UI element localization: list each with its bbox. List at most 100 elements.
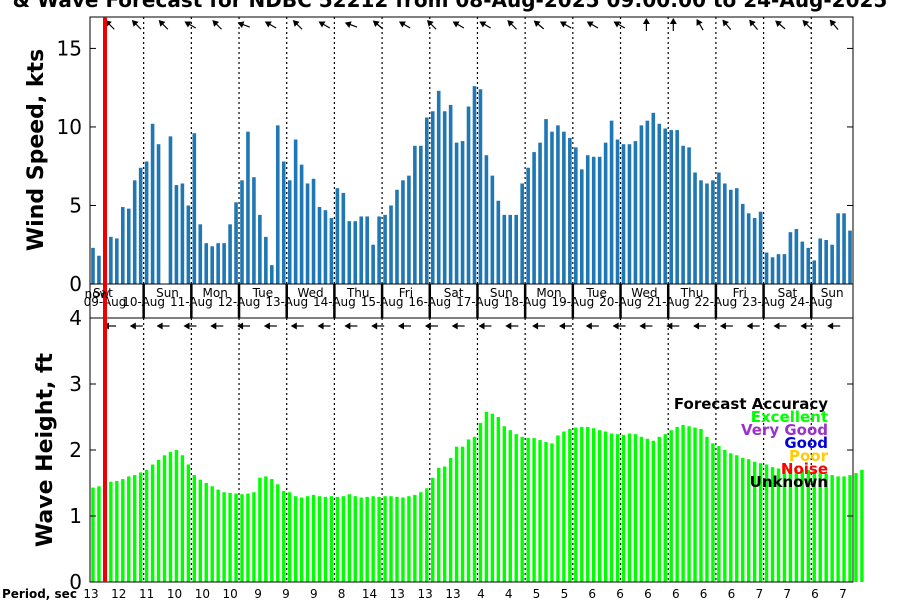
- wind-bar: [442, 111, 447, 285]
- wind-bar: [770, 257, 775, 284]
- direction-arrow-icon: [426, 20, 437, 30]
- wind-bar: [514, 214, 519, 284]
- wind-bar: [597, 156, 602, 284]
- wave-bar: [335, 496, 340, 582]
- wave-bar: [460, 446, 465, 582]
- wind-bar: [383, 214, 387, 284]
- day-date-label: 22-Aug: [695, 295, 738, 309]
- day-name-label: Sun: [490, 286, 513, 300]
- wave-bar: [311, 494, 316, 582]
- period-value: 4: [477, 587, 485, 600]
- wave-bar: [240, 494, 244, 582]
- wave-bar: [669, 430, 673, 582]
- wave-bar: [723, 450, 727, 582]
- direction-arrow-icon: [292, 20, 303, 30]
- wave-bar: [150, 464, 155, 582]
- day-date-label: 12-Aug: [218, 295, 261, 309]
- y-tick-label: 10: [57, 115, 82, 139]
- wave-y-ticks: 0 1 2 3 4: [69, 306, 853, 594]
- wave-bar: [305, 496, 310, 582]
- period-row: Period, sec 13 12 11 10 10 10 9 9 9 8 14 13 13 13 4 4 5 5…: [2, 587, 847, 600]
- wind-bar: [240, 180, 244, 284]
- wave-bar: [168, 451, 173, 582]
- legend-item: Good: [784, 434, 828, 452]
- wind-bar: [609, 120, 614, 284]
- period-value: 6: [672, 587, 680, 600]
- wind-bar: [430, 111, 435, 285]
- direction-arrow-icon: [719, 322, 733, 330]
- wind-bar: [788, 232, 793, 284]
- wave-bar: [270, 479, 274, 582]
- wind-bar: [621, 144, 626, 284]
- wind-bar: [359, 216, 364, 284]
- wave-bar: [526, 438, 530, 582]
- direction-arrow-icon: [669, 18, 677, 31]
- wave-bar: [514, 434, 518, 582]
- wind-bar: [389, 205, 393, 284]
- wind-bar: [538, 142, 542, 284]
- wave-bar: [138, 472, 143, 582]
- wave-bar: [860, 469, 864, 582]
- wind-bar: [424, 117, 429, 285]
- period-value: 5: [533, 587, 541, 600]
- wave-bar: [502, 426, 506, 582]
- wind-bar: [180, 183, 185, 284]
- wave-bar: [234, 493, 238, 582]
- direction-arrow-icon: [237, 21, 250, 28]
- wind-bar: [168, 136, 173, 284]
- period-value: 6: [811, 587, 819, 600]
- wind-bar: [681, 145, 685, 284]
- wave-bar: [383, 496, 387, 582]
- direction-arrow-icon: [829, 19, 839, 30]
- period-value: 9: [254, 587, 262, 600]
- wave-bar: [764, 464, 769, 582]
- wave-bar: [854, 473, 858, 582]
- wind-bar: [496, 200, 501, 284]
- wave-bar: [293, 496, 298, 582]
- wave-bar: [741, 457, 745, 582]
- wind-bar: [639, 125, 644, 285]
- direction-arrow-icon: [478, 322, 492, 330]
- wind-bar: [693, 172, 697, 284]
- wave-bar: [818, 472, 822, 582]
- wave-bar: [419, 492, 423, 582]
- direction-arrow-icon: [451, 322, 465, 330]
- wave-bar: [490, 413, 495, 582]
- direction-arrow-icon: [263, 322, 277, 330]
- wave-bar: [407, 496, 411, 582]
- wave-bar: [687, 426, 691, 582]
- wave-bar: [597, 430, 602, 582]
- wave-bar: [639, 436, 644, 582]
- wind-bar: [556, 125, 560, 285]
- wind-bar: [377, 216, 381, 284]
- wind-bar: [299, 164, 304, 284]
- wave-bar: [186, 464, 191, 582]
- wave-bar: [842, 476, 846, 582]
- wave-bar: [752, 461, 757, 582]
- period-value: 11: [139, 587, 154, 600]
- period-value: 10: [195, 587, 210, 600]
- wave-bar: [276, 484, 280, 582]
- wind-bar: [800, 241, 805, 284]
- wave-bar: [478, 422, 483, 582]
- direction-arrow-icon: [532, 322, 546, 330]
- wind-bar: [633, 141, 638, 284]
- wave-bar: [788, 468, 793, 582]
- wave-bar: [97, 486, 101, 582]
- wave-bar: [770, 467, 775, 582]
- day-name-label: Wed: [297, 286, 323, 300]
- wind-bar: [764, 252, 769, 284]
- day-name-label: Fri: [399, 286, 413, 300]
- wind-bar: [574, 147, 578, 284]
- day-labels: Sat09-AugSun10-AugMon11-AugTue12-AugWed1…: [84, 283, 854, 319]
- direction-arrow-icon: [479, 21, 491, 29]
- wave-bar: [550, 443, 554, 582]
- day-date-label: 24-Aug: [790, 295, 833, 309]
- wind-bar: [419, 145, 423, 284]
- wind-bar: [287, 180, 292, 284]
- wind-bar: [627, 144, 632, 284]
- wind-bar: [579, 169, 584, 284]
- wave-bar: [794, 469, 799, 582]
